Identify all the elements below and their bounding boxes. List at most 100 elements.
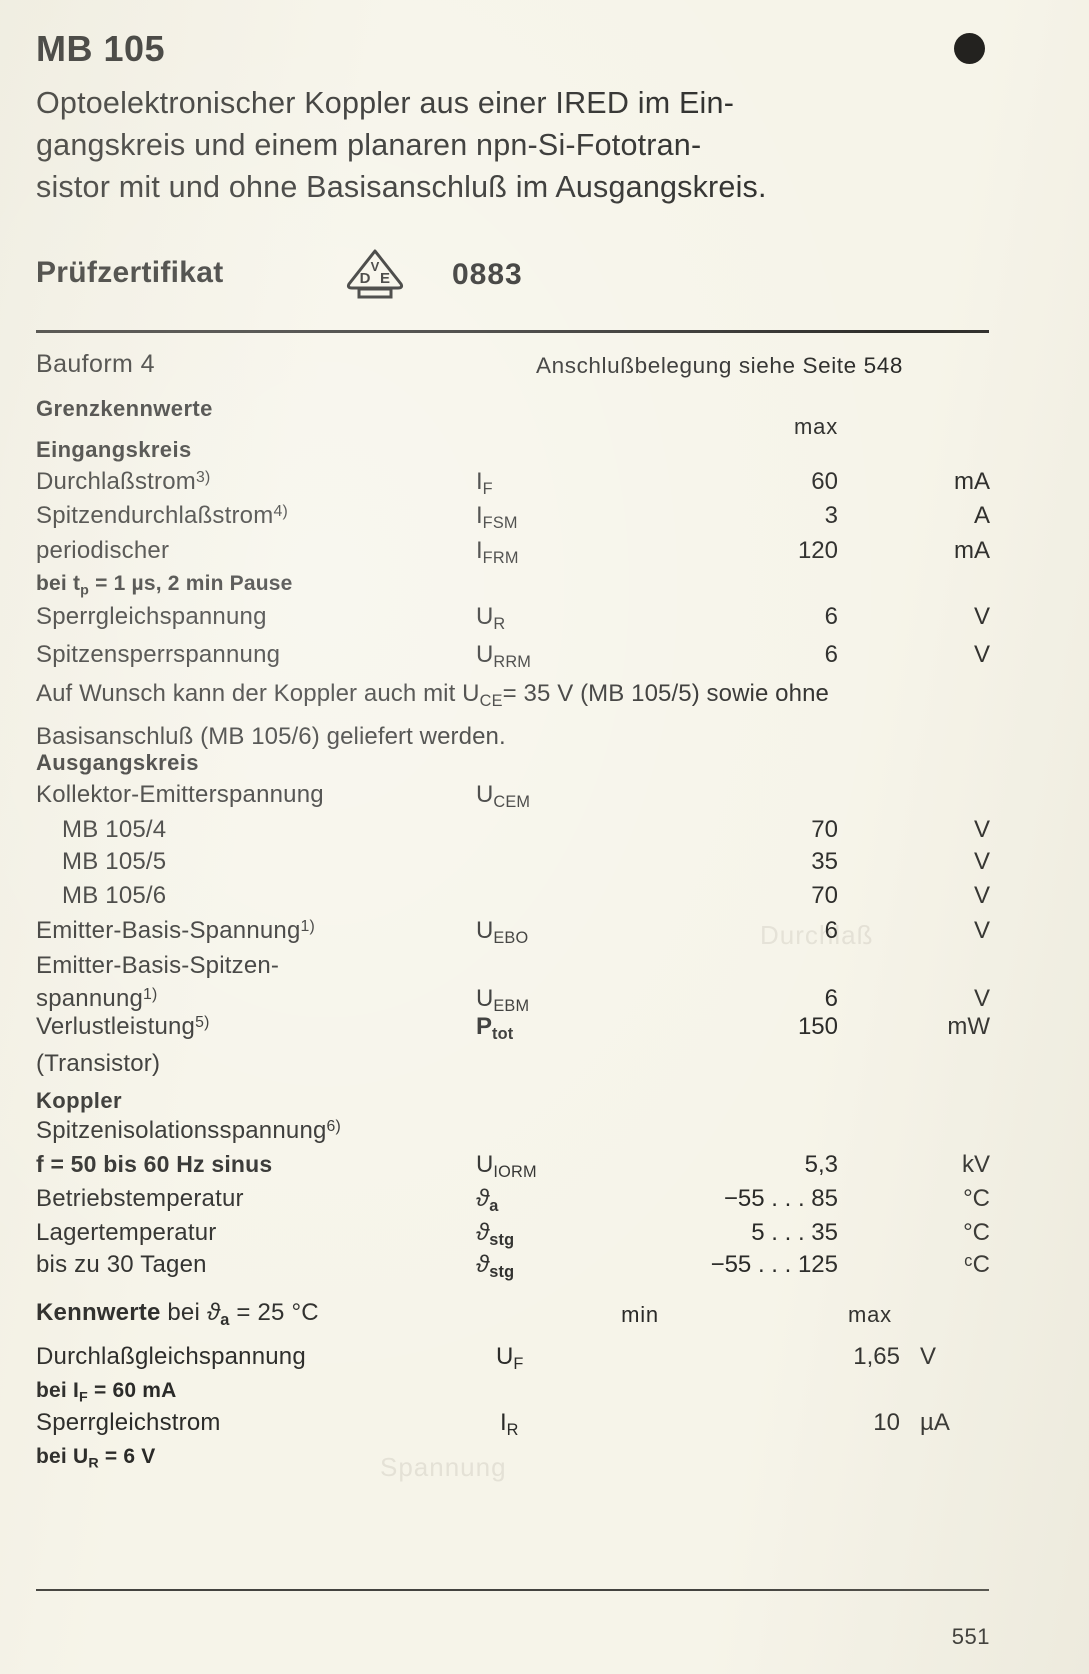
row-symbol: UF: [496, 1343, 524, 1373]
row-unit: V: [920, 1343, 937, 1370]
row-value: 60: [811, 468, 838, 495]
row-value: 3: [824, 502, 838, 529]
row-symbol: IFSM: [476, 502, 518, 532]
row-value: 70: [811, 882, 838, 909]
row-value: 6: [824, 985, 838, 1012]
row-unit: °C: [963, 1219, 990, 1246]
row-unit: V: [973, 917, 990, 944]
row-value: −55 . . . 125: [710, 1251, 838, 1278]
note-line-1: Auf Wunsch kann der Koppler auch mit UCE…: [36, 680, 829, 710]
characteristics-heading: Kennwerte bei ϑa = 25 °C: [36, 1299, 319, 1329]
row-symbol: UCEM: [476, 781, 531, 811]
row-value: −55 . . . 85: [723, 1185, 838, 1212]
row-value-max: 10: [873, 1409, 900, 1436]
row-label: MB 105/6: [62, 882, 167, 909]
row-symbol: IR: [500, 1409, 519, 1439]
row-unit: mW: [947, 1013, 990, 1040]
paper-bleed-artifact-2: Spannung: [380, 1452, 507, 1482]
certificate-number: 0883: [452, 258, 523, 291]
row-label: periodischer: [36, 537, 170, 564]
row-symbol: Ptot: [476, 1013, 514, 1043]
row-unit: kV: [961, 1151, 990, 1178]
row-label: Emitter-Basis-Spannung1): [36, 917, 316, 944]
max-column-header-2: max: [848, 1302, 892, 1327]
row-label: Spitzensperrspannung: [36, 641, 281, 668]
row-value: 6: [824, 603, 838, 630]
svg-text:D: D: [360, 270, 371, 287]
row-symbol: UEBM: [476, 985, 530, 1015]
section-divider-bottom: [36, 1589, 989, 1591]
black-dot-marker-icon: [954, 33, 985, 64]
row-unit: V: [973, 882, 990, 909]
certificate-label: Prüfzertifikat: [36, 256, 224, 289]
row-unit: °C: [963, 1185, 990, 1212]
row-unit: V: [973, 603, 990, 630]
description-line-3: sistor mit und ohne Basisanschluß im Aus…: [36, 170, 767, 204]
row-symbol: ϑstg: [476, 1251, 515, 1281]
row-label: f = 50 bis 60 Hz sinus: [36, 1151, 273, 1177]
svg-text:E: E: [380, 270, 390, 287]
row-unit: A: [973, 502, 990, 529]
row-unit: mA: [954, 537, 990, 564]
section-divider-top: [36, 330, 989, 333]
row-label: Emitter-Basis-Spitzen-: [36, 952, 280, 979]
row-unit: V: [973, 848, 990, 875]
row-value: 70: [811, 816, 838, 843]
input-section-heading: Eingangskreis: [36, 437, 192, 462]
row-value-max: 1,65: [853, 1343, 900, 1370]
row-unit: ᶜC: [964, 1251, 990, 1278]
row-label: spannung1): [36, 985, 158, 1012]
min-column-header: min: [621, 1302, 659, 1327]
coupler-section-heading: Koppler: [36, 1088, 122, 1113]
row-label: Verlustleistung5): [36, 1013, 210, 1040]
transistor-note: (Transistor): [36, 1050, 161, 1077]
row-value: 5 . . . 35: [751, 1219, 838, 1246]
row-symbol: IF: [476, 468, 493, 498]
product-description: Optoelektronischer Koppler aus einer IRE…: [36, 82, 991, 208]
row-value: 5,3: [804, 1151, 838, 1178]
vde-logo-icon: V D E: [344, 248, 406, 300]
row-symbol: IFRM: [476, 537, 519, 567]
row-value: 120: [797, 537, 838, 564]
row-value: 150: [797, 1013, 838, 1040]
row-condition: bei UR = 6 V: [36, 1445, 156, 1472]
optional-variants-note: Auf Wunsch kann der Koppler auch mit UCE…: [36, 676, 991, 755]
row-condition: bei tp = 1 µs, 2 min Pause: [36, 572, 293, 599]
row-label: Kollektor-Emitterspannung: [36, 781, 324, 808]
row-label: Sperrgleichspannung: [36, 603, 267, 630]
row-label: Sperrgleichstrom: [36, 1409, 221, 1436]
row-symbol: ϑa: [476, 1185, 499, 1215]
limits-heading: Grenzkennwerte: [36, 396, 213, 421]
pinout-note: Anschlußbelegung siehe Seite 548: [536, 353, 903, 378]
row-label: MB 105/5: [62, 848, 167, 875]
page-number: 551: [951, 1624, 990, 1649]
max-column-header: max: [794, 414, 838, 439]
row-value: 35: [811, 848, 838, 875]
description-line-2: gangskreis und einem planaren npn-Si-Fot…: [36, 128, 702, 162]
row-unit: mA: [954, 468, 990, 495]
row-condition: bei IF = 60 mA: [36, 1379, 177, 1406]
row-label: Durchlaßstrom3): [36, 468, 211, 495]
row-unit: V: [973, 641, 990, 668]
row-label: bis zu 30 Tagen: [36, 1251, 207, 1278]
row-symbol: URRM: [476, 641, 532, 671]
row-value: 6: [824, 641, 838, 668]
output-section-heading: Ausgangskreis: [36, 750, 199, 775]
row-label: MB 105/4: [62, 816, 167, 843]
row-symbol: UR: [476, 603, 506, 633]
row-symbol: UEBO: [476, 917, 529, 947]
row-label: Spitzenisolationsspannung6): [36, 1117, 342, 1144]
description-line-1: Optoelektronischer Koppler aus einer IRE…: [36, 86, 735, 120]
row-label: Lagertemperatur: [36, 1219, 217, 1246]
row-symbol: UIORM: [476, 1151, 537, 1181]
row-value: 6: [824, 917, 838, 944]
svg-text:V: V: [371, 259, 380, 274]
page-title: MB 105: [36, 28, 166, 69]
row-label: Durchlaßgleichspannung: [36, 1343, 306, 1370]
row-unit: µA: [920, 1409, 950, 1436]
bauform-label: Bauform 4: [36, 350, 155, 378]
note-line-2: Basisanschluß (MB 105/6) geliefert werde…: [36, 722, 506, 750]
row-label: Betriebstemperatur: [36, 1185, 244, 1212]
row-unit: V: [973, 816, 990, 843]
